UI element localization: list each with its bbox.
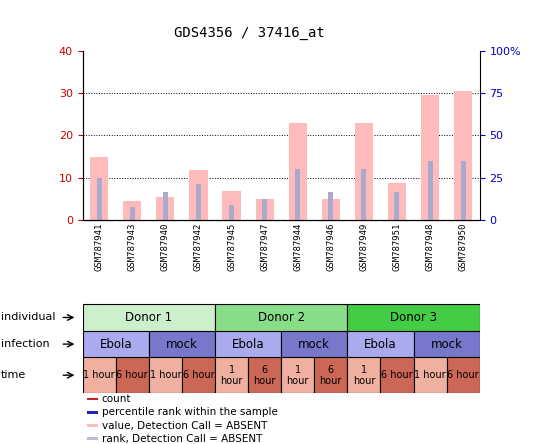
Bar (215, 304, 348, 331)
Bar (96, 178, 102, 220)
Bar (83, 357, 116, 393)
Text: GSM787948: GSM787948 (425, 222, 434, 271)
Text: individual: individual (1, 313, 55, 322)
Text: GDS4356 / 37416_at: GDS4356 / 37416_at (174, 26, 325, 40)
Bar (83, 331, 149, 357)
Bar (248, 357, 281, 393)
Text: mock: mock (298, 337, 330, 351)
Text: GSM787940: GSM787940 (161, 222, 170, 271)
Bar (182, 357, 215, 393)
Bar (86, 398, 98, 400)
Bar (130, 207, 135, 220)
Bar (262, 199, 267, 220)
Text: Ebola: Ebola (232, 337, 264, 351)
Text: 1
hour: 1 hour (287, 365, 309, 385)
Bar (86, 437, 98, 440)
Bar (427, 161, 433, 220)
Bar (348, 357, 381, 393)
Text: GSM787943: GSM787943 (128, 222, 137, 271)
Bar (86, 424, 98, 427)
Bar (314, 357, 348, 393)
Text: value, Detection Call = ABSENT: value, Detection Call = ABSENT (102, 420, 267, 431)
Bar (229, 205, 234, 220)
Text: 6
hour: 6 hour (253, 365, 276, 385)
Bar (189, 170, 207, 220)
Bar (123, 201, 141, 220)
Bar (348, 304, 480, 331)
Bar (149, 357, 182, 393)
Text: 1 hour: 1 hour (83, 370, 115, 380)
Text: 1 hour: 1 hour (150, 370, 181, 380)
Bar (322, 199, 340, 220)
Text: rank, Detection Call = ABSENT: rank, Detection Call = ABSENT (102, 434, 262, 444)
Bar (163, 192, 168, 220)
Text: 6
hour: 6 hour (320, 365, 342, 385)
Bar (355, 123, 373, 220)
Text: 6 hour: 6 hour (381, 370, 413, 380)
Text: GSM787941: GSM787941 (95, 222, 103, 271)
Text: 6 hour: 6 hour (116, 370, 148, 380)
Bar (361, 169, 366, 220)
Text: mock: mock (431, 337, 463, 351)
Bar (288, 123, 307, 220)
Text: time: time (1, 370, 26, 380)
Bar (86, 411, 98, 414)
Text: Ebola: Ebola (364, 337, 397, 351)
Text: Donor 3: Donor 3 (390, 311, 437, 324)
Text: 6 hour: 6 hour (183, 370, 214, 380)
Bar (196, 184, 201, 220)
Bar (149, 331, 215, 357)
Text: GSM787944: GSM787944 (293, 222, 302, 271)
Bar (156, 197, 174, 220)
Bar (388, 182, 406, 220)
Text: Ebola: Ebola (99, 337, 132, 351)
Bar (222, 191, 240, 220)
Bar (255, 199, 274, 220)
Text: Donor 1: Donor 1 (125, 311, 172, 324)
Text: GSM787946: GSM787946 (326, 222, 335, 271)
Text: 1 hour: 1 hour (414, 370, 446, 380)
Text: 6 hour: 6 hour (447, 370, 479, 380)
Bar (414, 357, 447, 393)
Bar (447, 357, 480, 393)
Bar (90, 157, 108, 220)
Bar (394, 192, 399, 220)
Text: GSM787950: GSM787950 (459, 222, 467, 271)
Bar (215, 357, 248, 393)
Text: mock: mock (166, 337, 198, 351)
Bar (295, 169, 300, 220)
Text: GSM787949: GSM787949 (359, 222, 368, 271)
Bar (381, 357, 414, 393)
Text: percentile rank within the sample: percentile rank within the sample (102, 407, 278, 417)
Bar (414, 331, 480, 357)
Bar (281, 357, 314, 393)
Bar (215, 331, 281, 357)
Bar (421, 95, 439, 220)
Text: infection: infection (1, 339, 50, 349)
Bar (348, 331, 414, 357)
Text: GSM787942: GSM787942 (194, 222, 203, 271)
Text: GSM787951: GSM787951 (392, 222, 401, 271)
Bar (281, 331, 348, 357)
Text: GSM787945: GSM787945 (227, 222, 236, 271)
Bar (116, 357, 149, 393)
Bar (83, 304, 215, 331)
Bar (328, 192, 333, 220)
Text: GSM787947: GSM787947 (260, 222, 269, 271)
Text: count: count (102, 394, 131, 404)
Bar (454, 91, 472, 220)
Bar (461, 161, 466, 220)
Text: 1
hour: 1 hour (353, 365, 375, 385)
Text: 1
hour: 1 hour (220, 365, 243, 385)
Text: Donor 2: Donor 2 (257, 311, 305, 324)
